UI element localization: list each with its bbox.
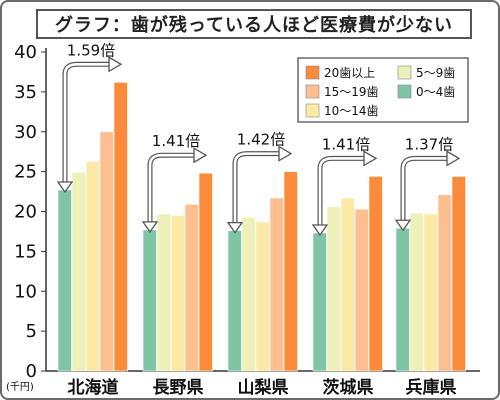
y-tick-label: 40 (14, 42, 37, 63)
category-label: 長野県 (153, 378, 204, 398)
y-tick-label: 5 (26, 321, 37, 342)
category-labels: 北海道 長野県 山梨県 茨城県 兵庫県 (68, 377, 457, 398)
y-tick-label: 15 (14, 241, 37, 262)
ratio-arrowhead-right (108, 56, 123, 73)
legend-label: 5〜9歯 (416, 66, 455, 80)
legend-label: 10〜14歯 (324, 104, 379, 118)
bar (184, 204, 199, 372)
ratio-arrow-shaft-inner (233, 152, 279, 223)
bar (269, 197, 284, 372)
y-tick-label: 35 (14, 82, 37, 103)
ratio-arrowhead-right (278, 145, 293, 162)
ratio-arrow-shaft-inner (401, 157, 447, 221)
ratio-arrow-shaft-inner (63, 63, 109, 182)
bars (57, 82, 466, 372)
bar (326, 206, 341, 372)
bar (395, 227, 410, 372)
bar (437, 194, 452, 372)
bar (312, 232, 327, 372)
bar (99, 131, 114, 372)
ratio-arrowhead-down (226, 221, 244, 234)
y-tick-label: 25 (14, 162, 37, 183)
bar (113, 82, 128, 372)
category-label: 兵庫県 (406, 377, 457, 398)
ratio-arrows: 1.59倍 1.41倍 1.42倍 1.41倍 1.37倍 (56, 41, 461, 237)
legend: 20歯以上 5〜9歯 15〜19歯 0〜4歯 10〜14歯 (297, 57, 469, 123)
bar (142, 229, 157, 372)
bar (340, 197, 355, 372)
bar (255, 221, 270, 372)
bar (71, 172, 86, 372)
bar (170, 215, 185, 372)
legend-label: 15〜19歯 (324, 85, 379, 99)
legend-swatch (305, 103, 320, 118)
bar (451, 176, 466, 372)
category-label: 山梨県 (238, 377, 289, 398)
bar (368, 176, 383, 372)
ratio-label: 1.42倍 (237, 131, 285, 149)
bar (57, 189, 72, 372)
bar (283, 171, 298, 372)
category-label: 北海道 (68, 377, 119, 398)
ratio-arrowhead-right (363, 150, 378, 167)
y-tick-label: 20 (14, 202, 37, 223)
bar (85, 160, 100, 372)
y-unit-label: (千円) (6, 381, 34, 393)
bar (423, 213, 438, 372)
legend-label: 20歯以上 (324, 66, 375, 80)
y-axis: 0 5 10 15 20 25 30 35 40 (千円) (6, 42, 480, 393)
ratio-arrowhead-down (311, 224, 329, 237)
bar (227, 230, 242, 372)
legend-box (297, 57, 469, 123)
ratio-arrowhead-down (56, 181, 74, 194)
legend-swatch (397, 65, 412, 80)
category-label: 茨城県 (323, 377, 374, 398)
ratio-label: 1.37倍 (405, 135, 453, 153)
y-tick-label: 0 (26, 361, 37, 382)
bar (409, 212, 424, 372)
legend-swatch (397, 84, 412, 99)
legend-swatch (305, 65, 320, 80)
ratio-label: 1.41倍 (322, 135, 370, 153)
ratio-arrow-shaft-inner (148, 153, 194, 222)
ratio-arrowhead-down (394, 219, 412, 232)
legend-label: 0〜4歯 (416, 85, 455, 99)
ratio-arrowhead-right (193, 147, 208, 164)
y-tick-label: 10 (14, 281, 37, 302)
legend-swatch (305, 84, 320, 99)
bar (156, 213, 171, 372)
bar (198, 172, 213, 372)
ratio-label: 1.59倍 (67, 41, 115, 59)
ratio-arrow-shaft-inner (318, 157, 364, 226)
bar (354, 208, 369, 372)
y-tick-label: 30 (14, 122, 37, 143)
ratio-label: 1.41倍 (152, 132, 200, 150)
ratio-arrowhead-right (446, 150, 461, 167)
chart-title: グラフ：歯が残っている人ほど医療費が少ない (36, 9, 472, 39)
bar (241, 216, 256, 372)
ratio-arrowhead-down (141, 221, 159, 233)
